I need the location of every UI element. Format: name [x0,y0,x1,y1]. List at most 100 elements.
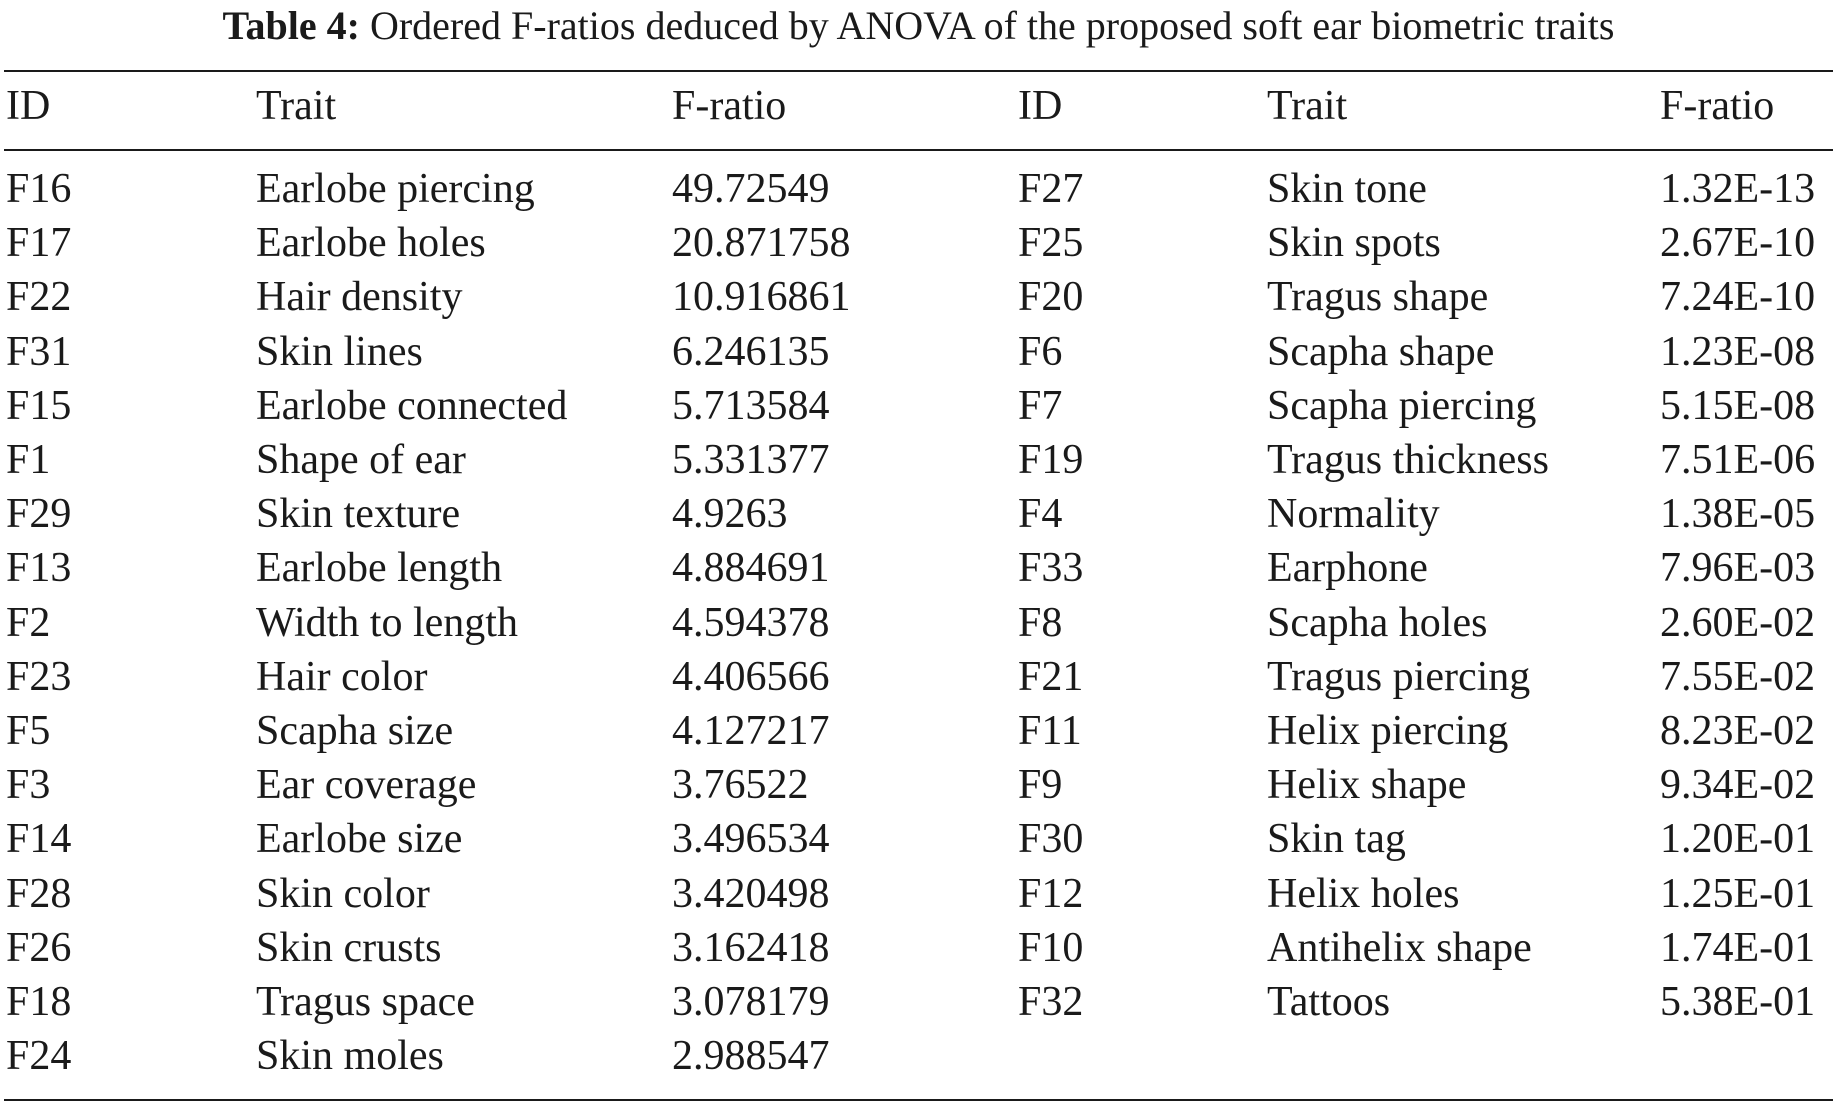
right-id-cell: F4 [1018,491,1063,537]
right-id-cell: F19 [1018,437,1084,483]
left-fratio-cell: 4.884691 [672,545,830,591]
left-fratio-cell: 6.246135 [672,329,830,375]
left-id-cell: F18 [6,979,72,1025]
right-id-cell: F6 [1018,329,1063,375]
right-id-cell: F33 [1018,545,1084,591]
header-fratio-right: F-ratio [1660,83,1775,129]
left-id-cell: F14 [6,816,72,862]
header-fratio-left: F-ratio [672,83,787,129]
left-trait-cell: Skin color [256,871,430,917]
left-id-cell: F15 [6,383,72,429]
right-trait-cell: Skin tag [1267,816,1406,862]
left-trait-cell: Skin texture [256,491,461,537]
left-fratio-cell: 3.162418 [672,925,830,971]
left-id-cell: F29 [6,491,72,537]
table-caption: Table 4: Ordered F-ratios deduced by ANO… [0,2,1837,50]
right-trait-cell: Scapha holes [1267,600,1488,646]
right-trait-cell: Helix piercing [1267,708,1509,754]
right-id-cell: F7 [1018,383,1063,429]
left-trait-cell: Scapha size [256,708,454,754]
left-trait-cell: Width to length [256,600,518,646]
left-trait-cell: Tragus space [256,979,475,1025]
left-trait-cell: Earlobe length [256,545,503,591]
left-trait-cell: Earlobe holes [256,220,486,266]
right-trait-cell: Scapha piercing [1267,383,1537,429]
left-id-cell: F24 [6,1033,72,1079]
left-trait-cell: Earlobe size [256,816,463,862]
right-id-cell: F9 [1018,762,1063,808]
left-trait-cell: Earlobe connected [256,383,568,429]
right-id-cell: F8 [1018,600,1063,646]
left-id-cell: F16 [6,166,72,212]
right-trait-cell: Tragus thickness [1267,437,1549,483]
left-fratio-cell: 3.76522 [672,762,809,808]
left-id-cell: F17 [6,220,72,266]
left-fratio-cell: 3.078179 [672,979,830,1025]
table-top-rule [4,70,1833,72]
right-fratio-cell: 8.23E-02 [1660,708,1816,754]
left-fratio-cell: 4.594378 [672,600,830,646]
right-trait-cell: Tragus shape [1267,274,1489,320]
right-id-cell: F20 [1018,274,1084,320]
left-trait-cell: Ear coverage [256,762,477,808]
left-fratio-cell: 4.9263 [672,491,788,537]
right-id-cell: F21 [1018,654,1084,700]
header-id-right: ID [1018,83,1063,129]
right-fratio-cell: 1.23E-08 [1660,329,1816,375]
table-header-rule [4,149,1833,151]
right-fratio-cell: 5.15E-08 [1660,383,1816,429]
left-trait-cell: Skin lines [256,329,423,375]
right-fratio-cell: 7.24E-10 [1660,274,1816,320]
left-id-cell: F26 [6,925,72,971]
left-fratio-cell: 20.871758 [672,220,851,266]
right-trait-cell: Normality [1267,491,1440,537]
left-fratio-cell: 3.496534 [672,816,830,862]
right-trait-cell: Tattoos [1267,979,1391,1025]
header-trait-right: Trait [1267,83,1348,129]
left-id-cell: F28 [6,871,72,917]
right-trait-cell: Scapha shape [1267,329,1495,375]
table-caption-text: Ordered F-ratios deduced by ANOVA of the… [369,3,1615,48]
right-trait-cell: Antihelix shape [1267,925,1532,971]
left-id-cell: F2 [6,600,51,646]
right-fratio-cell: 2.60E-02 [1660,600,1816,646]
right-trait-cell: Tragus piercing [1267,654,1531,700]
right-id-cell: F25 [1018,220,1084,266]
right-fratio-cell: 1.32E-13 [1660,166,1816,212]
left-fratio-cell: 10.916861 [672,274,851,320]
right-fratio-cell: 1.74E-01 [1660,925,1816,971]
left-id-cell: F5 [6,708,51,754]
right-fratio-cell: 1.25E-01 [1660,871,1816,917]
left-fratio-cell: 3.420498 [672,871,830,917]
right-trait-cell: Helix shape [1267,762,1467,808]
right-fratio-cell: 1.20E-01 [1660,816,1816,862]
left-fratio-cell: 4.127217 [672,708,830,754]
left-trait-cell: Hair color [256,654,428,700]
left-fratio-cell: 4.406566 [672,654,830,700]
left-id-cell: F31 [6,329,72,375]
right-fratio-cell: 9.34E-02 [1660,762,1816,808]
right-fratio-cell: 7.51E-06 [1660,437,1816,483]
right-fratio-cell: 1.38E-05 [1660,491,1816,537]
right-trait-cell: Skin tone [1267,166,1427,212]
right-id-cell: F12 [1018,871,1084,917]
left-id-cell: F1 [6,437,51,483]
left-fratio-cell: 2.988547 [672,1033,830,1079]
table-bottom-rule [4,1099,1833,1101]
right-id-cell: F27 [1018,166,1084,212]
right-fratio-cell: 7.96E-03 [1660,545,1816,591]
left-fratio-cell: 5.713584 [672,383,830,429]
header-trait-left: Trait [256,83,337,129]
right-fratio-cell: 2.67E-10 [1660,220,1816,266]
left-fratio-cell: 5.331377 [672,437,830,483]
left-trait-cell: Earlobe piercing [256,166,535,212]
left-id-cell: F22 [6,274,72,320]
table-caption-label: Table 4: [222,3,360,48]
left-trait-cell: Skin moles [256,1033,444,1079]
left-trait-cell: Hair density [256,274,463,320]
left-id-cell: F13 [6,545,72,591]
right-id-cell: F10 [1018,925,1084,971]
right-id-cell: F11 [1018,708,1082,754]
right-fratio-cell: 7.55E-02 [1660,654,1816,700]
right-fratio-cell: 5.38E-01 [1660,979,1816,1025]
